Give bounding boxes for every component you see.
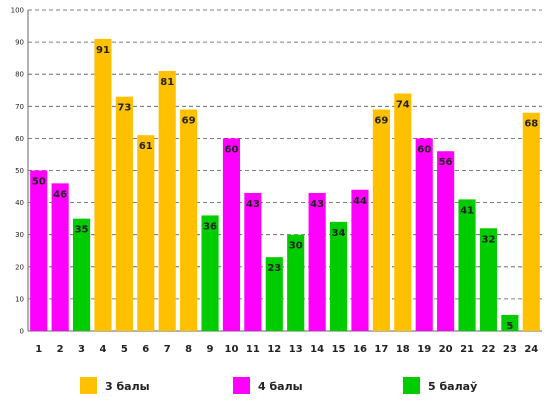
bar-17 xyxy=(372,109,390,331)
data-label-13: 30 xyxy=(289,241,303,252)
bar-1 xyxy=(30,170,48,331)
data-label-22: 32 xyxy=(481,234,495,245)
bar-3 xyxy=(72,218,91,331)
data-label-12: 23 xyxy=(267,263,281,274)
y-tick-label: 100 xyxy=(11,7,24,15)
x-tick-label: 7 xyxy=(164,344,171,355)
data-label-20: 56 xyxy=(439,157,453,168)
x-tick-label: 5 xyxy=(121,344,128,355)
bar-2 xyxy=(51,183,69,331)
bar-20 xyxy=(437,151,455,331)
y-tick-label: 0 xyxy=(20,328,24,336)
x-tick-label: 24 xyxy=(524,344,538,355)
data-label-6: 61 xyxy=(139,141,153,152)
x-tick-label: 8 xyxy=(185,344,192,355)
data-label-11: 43 xyxy=(246,199,260,210)
bar-18 xyxy=(394,93,412,332)
bar-12 xyxy=(265,257,283,331)
data-label-5: 73 xyxy=(117,103,131,114)
data-label-21: 41 xyxy=(460,205,474,216)
x-tick-label: 6 xyxy=(142,344,149,355)
data-label-23: 5 xyxy=(506,321,513,332)
bar-10 xyxy=(222,138,241,331)
data-label-14: 43 xyxy=(310,199,324,210)
y-axis: 0 10 20 30 40 50 60 70 80 90 100 xyxy=(11,7,542,336)
x-tick-label: 2 xyxy=(57,344,64,355)
data-label-17: 69 xyxy=(374,116,388,127)
bar-6 xyxy=(137,135,155,331)
y-tick-label: 40 xyxy=(15,199,24,207)
data-label-19: 60 xyxy=(417,144,431,155)
data-label-1: 50 xyxy=(32,177,46,188)
data-label-7: 81 xyxy=(160,77,174,88)
bar-15 xyxy=(329,221,348,331)
y-tick-label: 10 xyxy=(15,295,24,303)
bar-7 xyxy=(158,70,176,332)
x-tick-label: 14 xyxy=(310,344,324,355)
y-tick-label: 60 xyxy=(15,135,24,143)
bar-9 xyxy=(201,215,219,331)
grid-lines xyxy=(28,9,542,300)
x-tick-label: 16 xyxy=(353,344,367,355)
bar-4 xyxy=(94,38,112,331)
bars xyxy=(30,38,540,332)
bar-21 xyxy=(458,199,476,331)
data-label-16: 44 xyxy=(353,196,367,207)
x-tick-label: 9 xyxy=(207,344,214,355)
bar-5 xyxy=(115,96,133,331)
legend-label: 4 балы xyxy=(258,380,303,393)
legend: 3 балы 4 балы 5 балаў xyxy=(80,377,477,394)
data-labels: 5046359173618169366043233043344469746056… xyxy=(32,45,539,332)
x-tick-label: 19 xyxy=(417,344,431,355)
data-label-3: 35 xyxy=(75,225,89,236)
data-label-18: 74 xyxy=(396,99,410,110)
legend-label: 3 балы xyxy=(105,380,150,393)
bar-8 xyxy=(180,109,198,331)
y-tick-label: 80 xyxy=(15,71,24,79)
x-tick-label: 20 xyxy=(439,344,453,355)
bar-13 xyxy=(287,234,305,331)
x-tick-label: 11 xyxy=(246,344,260,355)
x-axis: 1 2 3 4 5 6 7 8 9 10 11 12 13 14 15 16 17 18 19 20 21 22 23 24 xyxy=(35,344,538,355)
data-label-10: 60 xyxy=(224,144,238,155)
legend-swatch xyxy=(80,377,97,394)
x-tick-label: 4 xyxy=(99,344,106,355)
x-tick-label: 17 xyxy=(374,344,388,355)
data-label-2: 46 xyxy=(53,189,67,200)
x-tick-label: 12 xyxy=(267,344,281,355)
y-tick-label: 20 xyxy=(15,263,24,271)
bar-16 xyxy=(351,189,369,331)
data-label-9: 36 xyxy=(203,221,217,232)
bar-14 xyxy=(308,192,326,331)
x-tick-label: 13 xyxy=(289,344,303,355)
x-tick-label: 1 xyxy=(35,344,42,355)
x-tick-label: 10 xyxy=(224,344,238,355)
data-label-4: 91 xyxy=(96,45,110,56)
y-tick-label: 70 xyxy=(15,103,24,111)
x-tick-label: 18 xyxy=(396,344,410,355)
bar-24 xyxy=(522,112,540,331)
y-tick-label: 90 xyxy=(15,39,24,47)
x-tick-label: 21 xyxy=(460,344,474,355)
bar-23 xyxy=(501,314,519,331)
x-tick-label: 15 xyxy=(332,344,346,355)
bar-22 xyxy=(479,228,498,331)
y-tick-label: 50 xyxy=(15,167,24,175)
bar-19 xyxy=(415,138,433,331)
legend-swatch xyxy=(403,377,420,394)
y-tick-label: 30 xyxy=(15,231,24,239)
data-label-15: 34 xyxy=(332,228,346,239)
bar-11 xyxy=(244,192,262,331)
legend-swatch xyxy=(233,377,250,394)
x-tick-label: 22 xyxy=(481,344,495,355)
legend-label: 5 балаў xyxy=(428,380,477,393)
x-tick-label: 3 xyxy=(78,344,85,355)
data-label-24: 68 xyxy=(524,119,538,130)
x-tick-label: 23 xyxy=(503,344,517,355)
data-label-8: 69 xyxy=(182,116,196,127)
